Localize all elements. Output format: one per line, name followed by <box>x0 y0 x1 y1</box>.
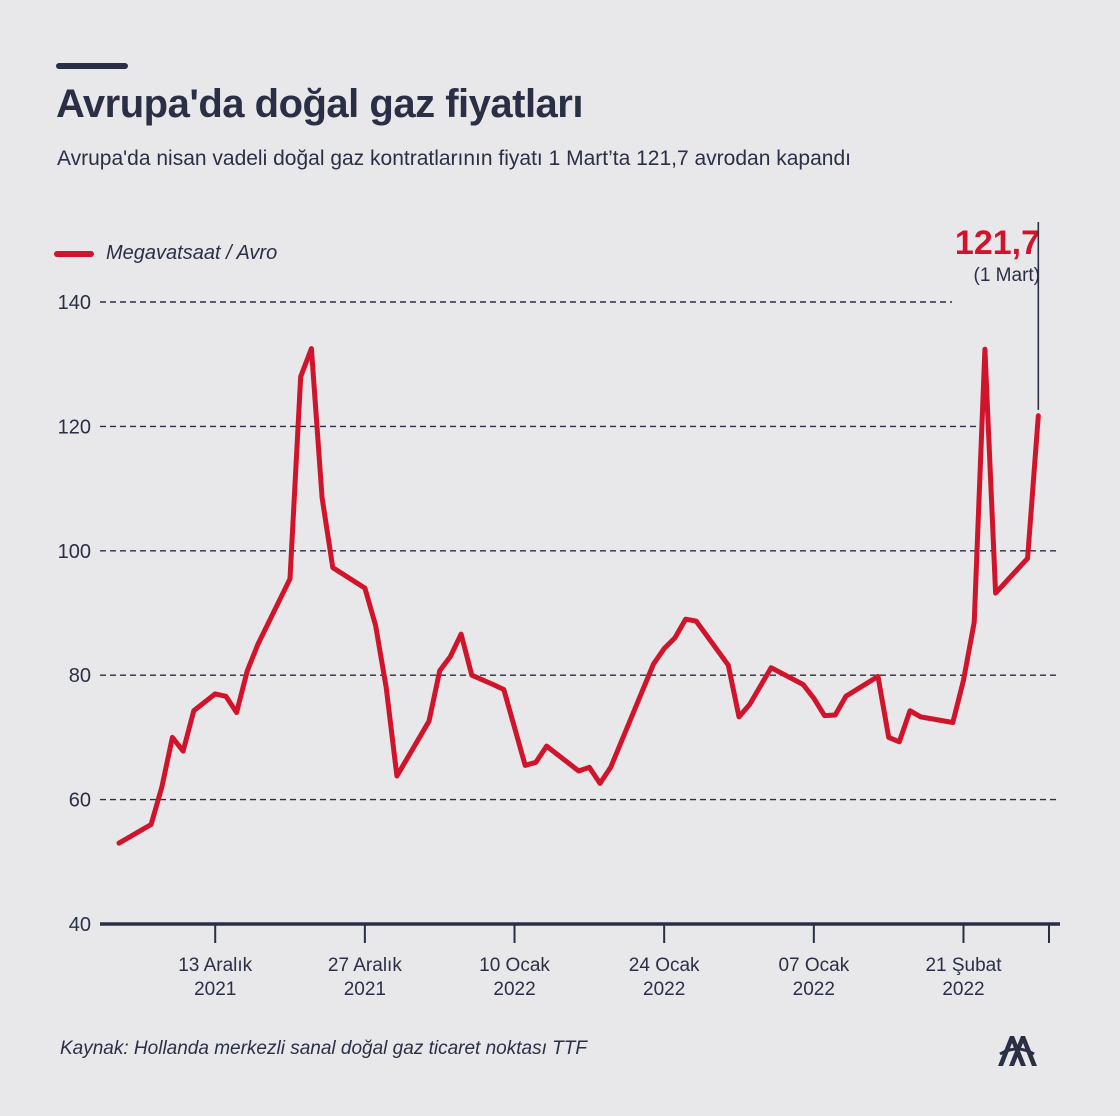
y-tick-label: 100 <box>58 541 91 563</box>
x-tick-year-label: 2021 <box>344 979 386 1000</box>
x-tick-label: 27 Aralık <box>328 955 402 976</box>
grid-lines <box>100 301 1060 801</box>
y-tick-label: 40 <box>69 914 91 936</box>
x-tick-year-label: 2021 <box>194 979 236 1000</box>
y-tick-label: 120 <box>58 416 91 438</box>
x-axis: 13 Aralık 2021 27 Aralık 2021 10 Ocak 2022 24 … <box>100 922 1060 1000</box>
callout-date: (1 Mart) <box>973 265 1041 286</box>
x-tick-label: 10 Ocak <box>479 955 550 976</box>
y-tick-label: 60 <box>69 790 91 812</box>
aa-logo-icon <box>998 1036 1037 1066</box>
y-axis-tick-labels: 40 60 80 100 120 140 <box>58 292 91 936</box>
x-tick-label: 13 Aralık <box>178 955 252 976</box>
source-note: Kaynak: Hollanda merkezli sanal doğal ga… <box>60 1038 587 1059</box>
y-tick-label: 140 <box>58 292 91 314</box>
legend-label: Megavatsaat / Avro <box>106 242 278 264</box>
y-tick-label: 80 <box>69 665 91 687</box>
x-tick-label: 24 Ocak <box>629 955 700 976</box>
title-accent-bar <box>56 63 128 69</box>
x-tick-year-label: 2022 <box>643 979 685 1000</box>
series <box>116 346 1041 846</box>
x-tick-year-label: 2022 <box>942 979 984 1000</box>
legend-swatch <box>54 250 94 257</box>
x-tick-label: 21 Şubat <box>925 955 1002 976</box>
series-line <box>116 346 1041 846</box>
legend: Megavatsaat / Avro <box>54 242 277 265</box>
x-tick-year-label: 2022 <box>493 979 535 1000</box>
x-tick-label: 07 Ocak <box>778 955 849 976</box>
x-tick-year-label: 2022 <box>793 979 835 1000</box>
callout-value: 121,7 <box>954 224 1040 262</box>
chart-subtitle: Avrupa'da nisan vadeli doğal gaz kontrat… <box>57 147 851 170</box>
chart-title: Avrupa'da doğal gaz fiyatları <box>56 82 583 126</box>
